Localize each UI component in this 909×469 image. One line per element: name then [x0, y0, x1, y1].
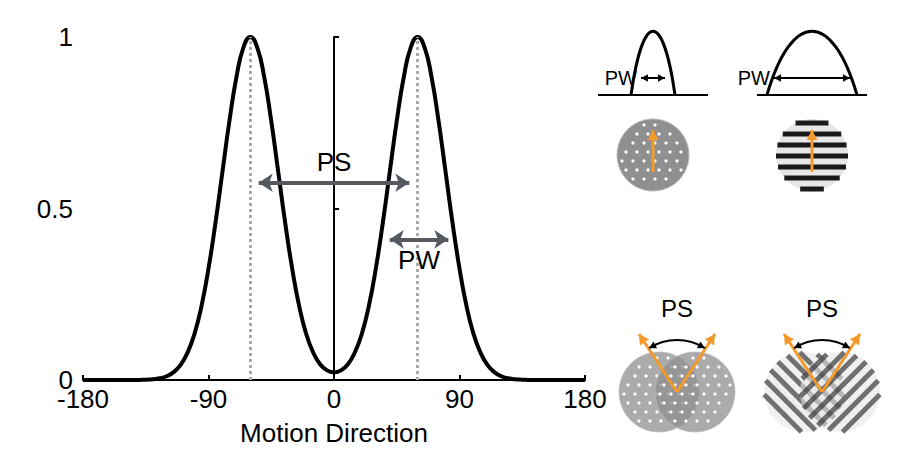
- svg-text:PW: PW: [738, 67, 770, 89]
- svg-text:0: 0: [327, 384, 341, 414]
- svg-text:PS: PS: [317, 147, 352, 177]
- svg-text:PS: PS: [806, 295, 838, 322]
- svg-text:-180: -180: [57, 384, 109, 414]
- svg-text:PW: PW: [398, 245, 440, 275]
- svg-text:0.5: 0.5: [37, 194, 73, 224]
- svg-text:180: 180: [563, 384, 606, 414]
- svg-text:-90: -90: [190, 384, 228, 414]
- svg-text:Motion Direction: Motion Direction: [240, 418, 428, 448]
- svg-text:0: 0: [58, 365, 73, 395]
- svg-text:PS: PS: [661, 295, 693, 322]
- svg-text:PW: PW: [605, 67, 637, 89]
- svg-text:1: 1: [59, 22, 73, 52]
- svg-text:90: 90: [445, 384, 474, 414]
